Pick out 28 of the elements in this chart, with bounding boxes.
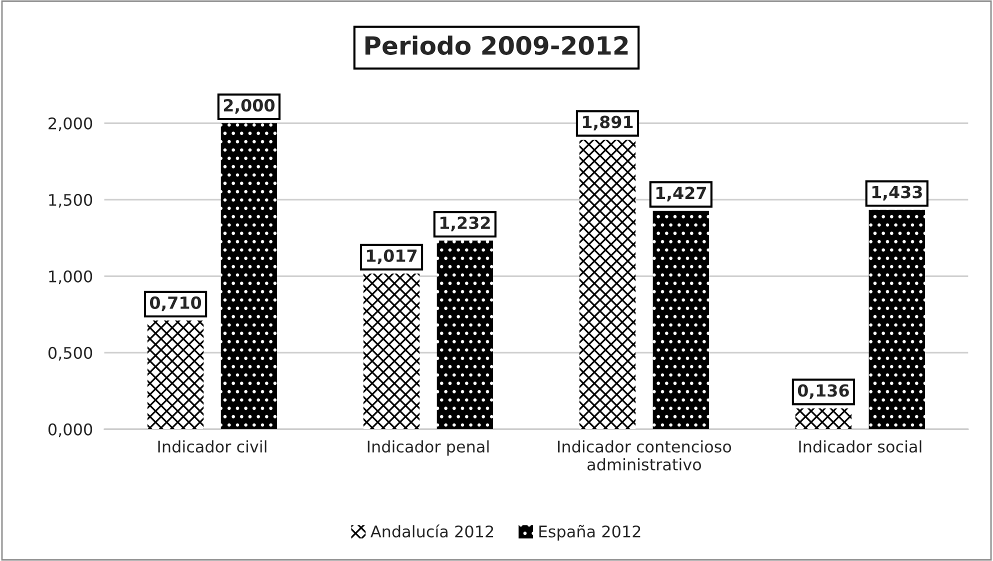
- bar: [795, 408, 852, 430]
- x-tick-label: Indicador contencioso administrativo: [558, 440, 732, 471]
- x-tick-label: Indicador penal: [368, 440, 489, 456]
- data-label: 1,891: [583, 116, 633, 130]
- legend-label: España 2012: [539, 524, 640, 541]
- y-tick-label: 0,500: [48, 346, 92, 361]
- bar: [868, 210, 925, 430]
- x-tick-label: Indicador social: [799, 440, 922, 453]
- y-tick-label: 1,000: [49, 270, 92, 284]
- data-label: 2,000: [224, 98, 275, 114]
- bar: [652, 210, 709, 430]
- data-label: 1,433: [872, 186, 922, 200]
- data-label: 1,427: [656, 186, 706, 202]
- y-tick-label: 2,000: [48, 117, 92, 132]
- chart-title: Periodo 2009-2012: [365, 36, 628, 55]
- y-tick-label: 1,500: [49, 194, 92, 208]
- x-tick-label: Indicador civil: [158, 440, 266, 453]
- bar: [436, 240, 494, 430]
- bar: [220, 123, 278, 430]
- data-label: 0,136: [798, 384, 849, 399]
- legend-label: Andalucía 2012: [370, 524, 494, 538]
- y-tick-label: 0,000: [48, 423, 92, 438]
- data-label: 1,232: [440, 216, 490, 232]
- data-label: 1,017: [367, 249, 417, 264]
- bar: [579, 140, 636, 430]
- data-label: 0,710: [150, 296, 202, 312]
- bar: [363, 274, 420, 430]
- bar: [147, 320, 204, 430]
